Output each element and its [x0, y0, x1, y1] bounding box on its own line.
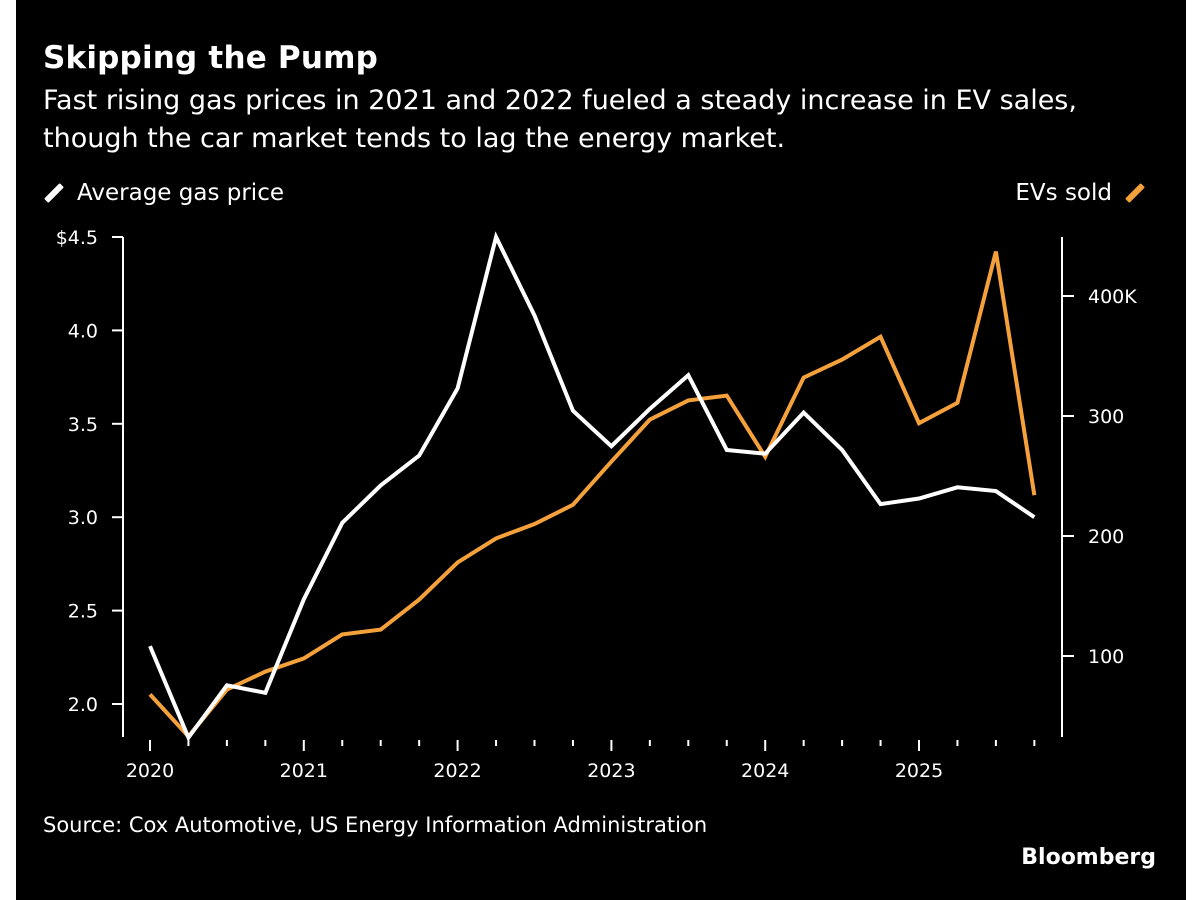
chart-subtitle: Fast rising gas prices in 2021 and 2022 …: [43, 85, 1077, 154]
series-line-gas-price: [148, 231, 1036, 742]
x-axis-tick-label: 2022: [433, 760, 481, 782]
x-axis-tick-label: 2021: [280, 760, 328, 782]
legend-gas-price: Average gas price: [43, 180, 284, 206]
left-axis-tick-label: 3.0: [68, 507, 98, 529]
x-axis-tick-label: 2025: [895, 760, 943, 782]
left-axis-tick-label: $4.5: [56, 227, 98, 249]
right-axis-tick-label: 400K: [1088, 286, 1137, 308]
left-axis-tick-label: 4.0: [68, 320, 98, 342]
x-axis-tick-label: 2020: [126, 760, 174, 782]
x-axis-tick-label: 2023: [587, 760, 635, 782]
right-axis-tick-label: 300: [1088, 406, 1124, 428]
chart-title: Skipping the Pump: [43, 40, 379, 76]
legend-label-gas: Average gas price: [77, 180, 284, 206]
legend-label-ev: EVs sold: [1015, 180, 1112, 206]
series-line-evs-sold: [148, 251, 1037, 740]
left-axis-tick-label: 3.5: [68, 414, 98, 436]
chart-frame: Skipping the Pump Fast rising gas prices…: [16, 0, 1186, 900]
legend-evs-sold: EVs sold: [1015, 180, 1146, 206]
source-note: Source: Cox Automotive, US Energy Inform…: [43, 813, 708, 837]
x-axis-tick-label: 2024: [741, 760, 789, 782]
left-axis-tick-label: 2.5: [68, 601, 98, 623]
right-axis-tick-label: 100: [1088, 646, 1124, 668]
bloomberg-logo: Bloomberg: [1021, 845, 1156, 870]
left-axis-tick-label: 2.0: [68, 694, 98, 716]
right-axis-tick-label: 200: [1088, 526, 1124, 548]
